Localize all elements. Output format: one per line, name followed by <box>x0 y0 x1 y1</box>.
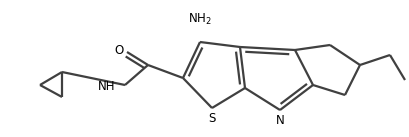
Text: O: O <box>114 44 124 56</box>
Text: N: N <box>275 113 284 126</box>
Text: NH$_2$: NH$_2$ <box>188 12 211 27</box>
Text: S: S <box>208 112 215 125</box>
Text: NH: NH <box>97 81 115 93</box>
